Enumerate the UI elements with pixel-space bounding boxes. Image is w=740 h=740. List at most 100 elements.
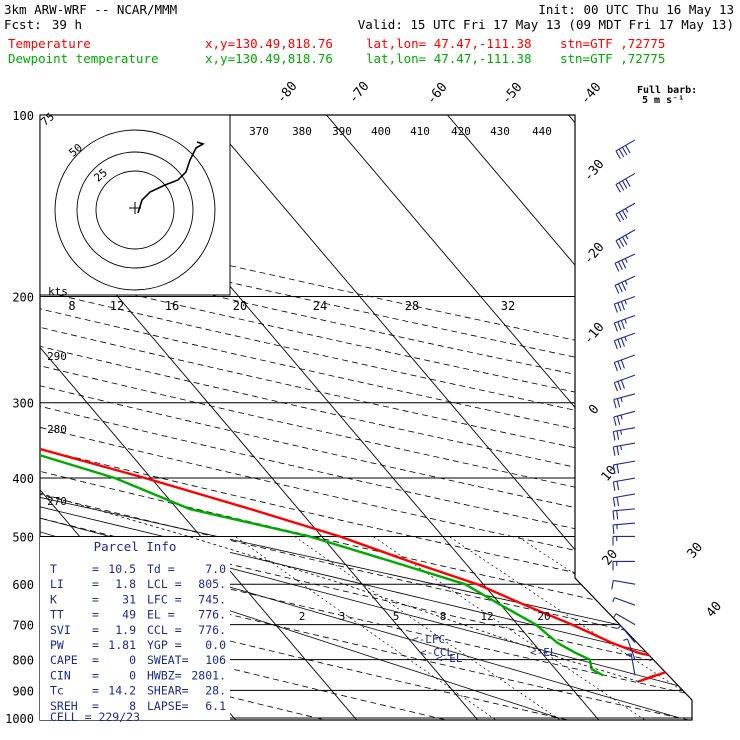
wind-barb: [612, 493, 636, 507]
isotherm-line: [423, 115, 692, 720]
wind-barb: [612, 477, 636, 491]
mixing-ratio-label: 2: [299, 610, 306, 623]
wind-barb-flag: [621, 259, 627, 269]
wind-barb-flag: [621, 180, 628, 189]
wind-barb-flag: [614, 263, 620, 272]
parcel-value: 1.9: [115, 623, 136, 637]
pressure-tick-label: 900: [12, 684, 34, 698]
isotherm-line: [40, 115, 488, 720]
parcel-value: 106: [205, 653, 226, 667]
wind-barb-flag: [616, 464, 620, 474]
isotherm-line: [302, 115, 692, 720]
parcel-value: 776.: [198, 623, 226, 637]
hodo-speed-label: 8: [68, 299, 75, 313]
parcel-value: 6.1: [205, 699, 226, 713]
wind-barb-shaft: [614, 374, 636, 384]
moist-adiabat: [40, 296, 692, 719]
wind-barb: [613, 296, 636, 313]
pressure-tick-label: 700: [12, 619, 34, 633]
parcel-key: LAPSE=: [147, 699, 189, 713]
wind-barb-flag: [616, 510, 619, 520]
pressure-tick-label: 600: [12, 578, 34, 592]
wind-barb-flag: [616, 415, 621, 425]
wind-barb-shaft: [614, 354, 636, 363]
wind-barb-shaft: [614, 314, 636, 324]
parcel-value: 8: [129, 699, 136, 713]
wind-barb-flag: [616, 496, 620, 507]
legend-dewpoint-xy: x,y=130.49,818.76: [205, 51, 333, 66]
parcel-eq: =: [92, 684, 99, 698]
parcel-eq: =: [92, 592, 99, 606]
legend-temperature: Temperature: [8, 36, 91, 51]
wind-barb: [617, 625, 636, 644]
parcel-key: EL =: [147, 608, 175, 622]
isotherm-label: 0: [586, 402, 603, 418]
wind-barb: [615, 202, 636, 223]
isotherm-label: -40: [578, 80, 605, 108]
wind-barb-flag: [617, 381, 622, 391]
wind-barb-flag: [612, 481, 616, 491]
wind-barb: [614, 253, 636, 272]
isotherm-label: -30: [581, 157, 608, 185]
wind-barb-shaft: [613, 393, 636, 401]
wind-barb-flag: [611, 580, 614, 590]
wind-barb: [612, 535, 635, 546]
wind-barb: [613, 332, 636, 350]
wind-barb-flag: [616, 398, 621, 408]
theta-label: 420: [451, 125, 471, 138]
init-time: Init: 00 UTC Thu 16 May 13: [538, 2, 734, 17]
wind-barb: [613, 314, 636, 332]
parcel-key: SHEAR=: [147, 684, 189, 698]
hodo-speed-label: 28: [405, 299, 419, 313]
wind-barb-flag: [621, 236, 628, 246]
wind-barb: [613, 354, 636, 372]
wind-barb-flag: [618, 182, 625, 191]
wind-barb: [612, 427, 636, 441]
mixing-ratio-line: [234, 536, 512, 720]
wind-barb-flag: [621, 210, 628, 219]
wind-barb: [612, 560, 635, 571]
wind-barb-flag: [625, 234, 629, 240]
moist-adiabat: [40, 296, 692, 719]
dry-adiabat: [40, 115, 692, 720]
parcel-value: 7.0: [205, 562, 226, 576]
wind-barb-flag: [617, 339, 622, 349]
isotherm-label: 20: [600, 547, 622, 569]
wind-barb-flag: [617, 283, 623, 293]
theta-label: 380: [292, 125, 312, 138]
wind-barb-shaft: [614, 296, 636, 305]
isotherm-label: 30: [685, 540, 707, 562]
wind-barb-flag: [620, 359, 625, 369]
pressure-tick-label: 400: [12, 472, 34, 486]
parcel-key: SWEAT=: [147, 653, 189, 667]
wind-barb-flag: [616, 430, 620, 440]
wind-barb: [612, 508, 636, 520]
parcel-cell: CELL = 229/23: [50, 710, 140, 724]
wind-barb-flag: [620, 430, 623, 435]
pressure-tick-label: 1000: [5, 712, 34, 726]
hodograph-ring: [76, 151, 194, 269]
hodo-speed-label: 24: [313, 299, 327, 313]
hodograph-ring: [54, 129, 216, 291]
parcel-key: CAPE: [50, 653, 78, 667]
theta-label: 410: [410, 125, 430, 138]
hodograph-ring: [95, 170, 175, 250]
wind-barb-flag: [617, 321, 622, 331]
wind-barb-flag: [625, 145, 631, 154]
wind-barbs: [611, 139, 636, 676]
wind-barb: [613, 374, 636, 392]
wind-barb-flag: [620, 414, 623, 420]
hodograph-kts-label: kts: [48, 285, 68, 298]
wind-barb-flag: [624, 318, 627, 324]
parcel-key: SVI: [50, 623, 71, 637]
theta-label: 390: [332, 125, 352, 138]
model-title: 3km ARW-WRF -- NCAR/MMM: [4, 2, 177, 17]
wind-barb-flag: [615, 213, 621, 223]
wind-barb-flag: [612, 446, 616, 456]
parcel-eq: =: [92, 668, 99, 682]
parcel-value: 0: [129, 668, 136, 682]
wind-barb-flag: [612, 524, 615, 534]
parcel-key: PW: [50, 638, 64, 652]
